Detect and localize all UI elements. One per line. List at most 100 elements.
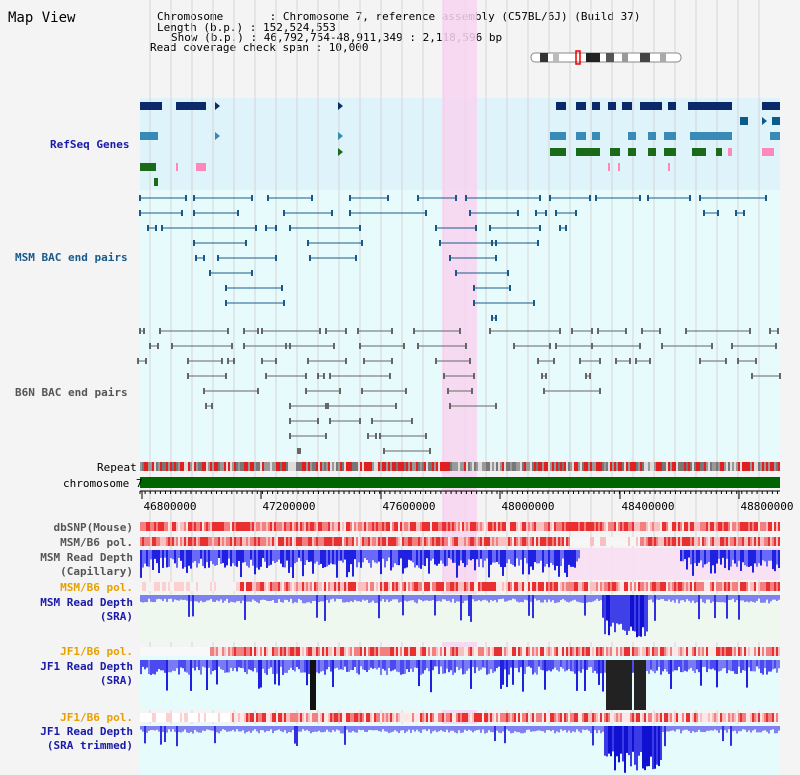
depth-bar	[728, 595, 730, 600]
repeat-segment	[564, 462, 566, 471]
heat-cell	[274, 522, 276, 531]
heat-cell	[646, 582, 648, 591]
depth-bar	[696, 595, 698, 603]
repeat-track[interactable]	[140, 462, 780, 471]
repeat-segment	[388, 462, 390, 471]
heat-cell	[448, 582, 450, 591]
depth-bar	[382, 595, 384, 599]
read-depth-tracks[interactable]	[140, 550, 780, 773]
heat-cell	[586, 522, 588, 531]
heat-cell	[242, 522, 244, 531]
depth-bar	[180, 726, 182, 733]
depth-bar	[176, 726, 178, 747]
heat-cell	[652, 537, 654, 546]
heat-cell	[178, 522, 180, 531]
heat-cell	[672, 522, 674, 531]
heat-cell	[732, 647, 734, 656]
depth-bar	[144, 595, 146, 603]
heat-cell	[158, 647, 160, 656]
heat-cell	[448, 647, 450, 656]
depth-bar	[376, 726, 378, 731]
depth-bar	[412, 550, 414, 563]
heat-cell	[306, 522, 308, 531]
depth-bar	[458, 660, 460, 671]
heat-cell	[754, 713, 756, 722]
depth-bar	[662, 595, 664, 599]
depth-bar	[570, 726, 572, 733]
repeat-segment	[578, 462, 580, 471]
depth-bar	[376, 660, 378, 670]
depth-bar	[378, 595, 380, 619]
depth-bar	[672, 726, 674, 731]
repeat-segment	[236, 462, 238, 471]
heat-cell	[488, 522, 490, 531]
heat-cell	[398, 713, 400, 722]
heat-cell	[284, 713, 286, 722]
heat-cell	[326, 582, 328, 591]
heat-cell	[606, 582, 608, 591]
heat-cell	[314, 647, 316, 656]
chromosome-ideogram[interactable]	[530, 50, 682, 65]
heat-cell	[168, 713, 170, 722]
repeat-segment	[478, 462, 480, 471]
heat-cell	[572, 582, 574, 591]
depth-bar	[522, 595, 524, 603]
depth-bar	[362, 550, 364, 563]
gene-block	[640, 102, 662, 110]
heat-cell	[622, 537, 624, 546]
depth-bar	[188, 660, 190, 675]
selection-highlight[interactable]	[442, 0, 477, 775]
heat-cell	[410, 713, 412, 722]
heat-cell	[444, 647, 446, 656]
heat-cell	[440, 647, 442, 656]
depth-bar	[526, 660, 528, 667]
depth-bar	[606, 660, 608, 710]
b6n-bac-track[interactable]	[137, 328, 781, 454]
heat-cell	[414, 537, 416, 546]
heat-cell	[634, 647, 636, 656]
heat-cell	[616, 713, 618, 722]
depth-bar	[222, 550, 224, 564]
heat-cell	[290, 647, 292, 656]
depth-bar	[700, 550, 702, 561]
heat-cell	[534, 713, 536, 722]
refseq-genes-track[interactable]	[140, 102, 780, 186]
chromosome-bar[interactable]	[140, 477, 780, 488]
depth-bar	[686, 660, 688, 672]
heat-cell	[516, 537, 518, 546]
repeat-segment	[434, 462, 436, 471]
depth-bar	[256, 550, 258, 568]
heat-cell	[172, 582, 174, 591]
heat-cell	[332, 582, 334, 591]
polymorphism-heat-tracks[interactable]	[140, 522, 780, 722]
heat-cell	[430, 713, 432, 722]
repeat-segment	[600, 462, 602, 471]
heat-cell	[622, 713, 624, 722]
heat-cell	[704, 647, 706, 656]
heat-cell	[516, 522, 518, 531]
depth-bar	[256, 595, 258, 603]
repeat-segment	[606, 462, 608, 471]
heat-cell	[450, 582, 452, 591]
depth-bar	[304, 595, 306, 604]
heat-cell	[538, 713, 540, 722]
heat-cell	[580, 522, 582, 531]
heat-cell	[680, 713, 682, 722]
msm-bac-track[interactable]	[139, 195, 767, 321]
repeat-segment	[742, 462, 744, 471]
heat-cell	[470, 522, 472, 531]
heat-cell	[518, 582, 520, 591]
heat-cell	[620, 582, 622, 591]
heat-cell	[600, 647, 602, 656]
heat-cell	[230, 647, 232, 656]
depth-bar	[474, 595, 476, 602]
heat-cell	[488, 713, 490, 722]
depth-bar	[734, 660, 736, 674]
depth-bar	[612, 595, 614, 623]
heat-cell	[404, 647, 406, 656]
heat-cell	[432, 522, 434, 531]
heat-cell	[460, 647, 462, 656]
heat-cell	[244, 647, 246, 656]
heat-cell	[250, 647, 252, 656]
